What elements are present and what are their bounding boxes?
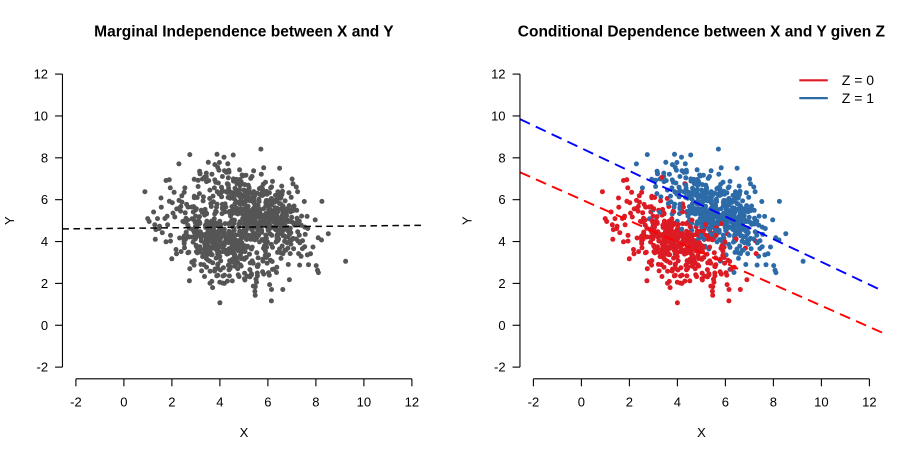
svg-text:4: 4 — [498, 234, 505, 249]
svg-text:6: 6 — [41, 192, 48, 207]
svg-text:-2: -2 — [70, 394, 82, 409]
svg-text:0: 0 — [498, 318, 505, 333]
svg-text:6: 6 — [722, 394, 729, 409]
svg-text:4: 4 — [41, 234, 48, 249]
svg-text:Y: Y — [2, 216, 17, 225]
svg-text:4: 4 — [674, 394, 681, 409]
svg-text:6: 6 — [498, 192, 505, 207]
svg-text:X: X — [240, 425, 249, 440]
svg-text:2: 2 — [498, 276, 505, 291]
svg-text:10: 10 — [34, 108, 48, 123]
svg-text:8: 8 — [312, 394, 319, 409]
svg-text:12: 12 — [862, 394, 876, 409]
svg-text:12: 12 — [34, 67, 48, 82]
svg-text:0: 0 — [41, 318, 48, 333]
svg-text:12: 12 — [491, 67, 505, 82]
svg-text:Conditional Dependence between: Conditional Dependence between X and Y g… — [518, 24, 886, 41]
svg-text:2: 2 — [168, 394, 175, 409]
svg-text:8: 8 — [41, 150, 48, 165]
svg-text:2: 2 — [41, 276, 48, 291]
svg-text:X: X — [697, 425, 706, 440]
svg-text:8: 8 — [770, 394, 777, 409]
svg-text:0: 0 — [578, 394, 585, 409]
svg-text:10: 10 — [491, 108, 505, 123]
svg-text:2: 2 — [626, 394, 633, 409]
svg-text:Y: Y — [459, 216, 474, 225]
svg-text:6: 6 — [264, 394, 271, 409]
svg-text:-2: -2 — [528, 394, 540, 409]
svg-text:Marginal Independence between: Marginal Independence between X and Y — [94, 24, 394, 41]
svg-text:-2: -2 — [494, 360, 506, 375]
svg-text:-2: -2 — [36, 360, 48, 375]
svg-text:0: 0 — [120, 394, 127, 409]
svg-text:10: 10 — [814, 394, 828, 409]
svg-text:12: 12 — [405, 394, 419, 409]
svg-text:Z = 1: Z = 1 — [842, 90, 875, 106]
svg-text:4: 4 — [216, 394, 223, 409]
svg-text:Z = 0: Z = 0 — [842, 72, 875, 88]
svg-text:8: 8 — [498, 150, 505, 165]
svg-text:10: 10 — [357, 394, 371, 409]
